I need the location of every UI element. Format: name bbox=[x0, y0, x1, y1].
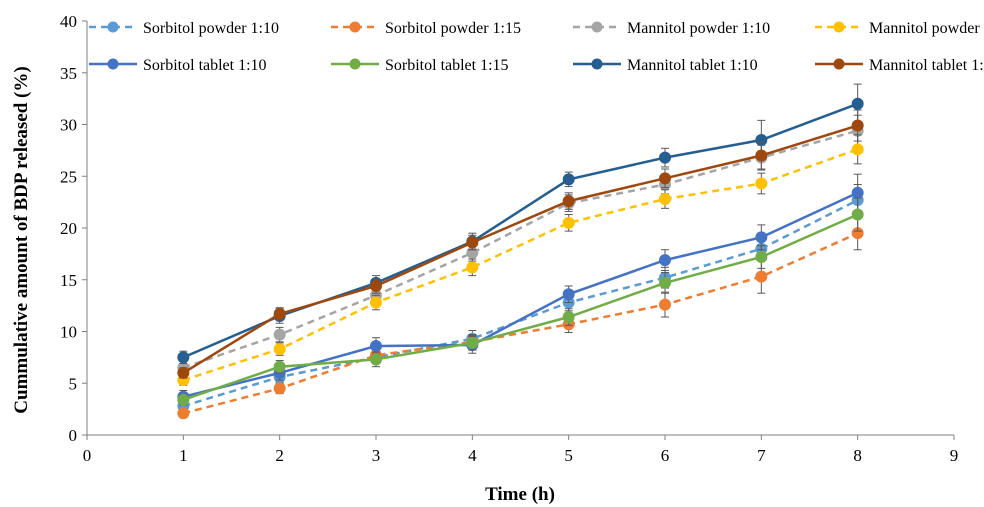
legend-marker bbox=[107, 58, 119, 70]
series-line bbox=[182, 124, 859, 374]
data-point bbox=[562, 173, 575, 186]
data-point bbox=[755, 177, 768, 190]
legend-label: Sorbitol tablet 1:15 bbox=[385, 57, 509, 74]
y-tick-label: 30 bbox=[60, 116, 77, 135]
legend-marker bbox=[591, 21, 603, 33]
data-point bbox=[755, 231, 768, 244]
data-point bbox=[562, 216, 575, 229]
data-point bbox=[851, 186, 864, 199]
data-point bbox=[851, 119, 864, 132]
data-point bbox=[755, 270, 768, 283]
data-point bbox=[659, 254, 671, 267]
legend-marker bbox=[591, 58, 603, 70]
legend-label: Mannitol tablet 1:15 bbox=[869, 57, 984, 74]
legend-label: Mannitol powder 1:15 bbox=[869, 20, 984, 37]
y-tick-label: 5 bbox=[69, 374, 78, 393]
data-point bbox=[755, 149, 768, 162]
data-point bbox=[562, 195, 575, 208]
data-point bbox=[273, 360, 286, 373]
legend-item-3: Mannitol powder 1:15 bbox=[815, 20, 984, 37]
legend-item-5: Sorbitol tablet 1:15 bbox=[331, 57, 509, 74]
legend-marker bbox=[349, 21, 361, 33]
legend-label: Sorbitol tablet 1:10 bbox=[143, 57, 267, 74]
y-tick-label: 0 bbox=[69, 426, 78, 445]
y-tick-label: 40 bbox=[60, 12, 77, 31]
data-point bbox=[370, 279, 382, 292]
series-5 bbox=[177, 197, 864, 406]
legend-item-2: Mannitol powder 1:10 bbox=[573, 20, 770, 37]
x-tick-label: 7 bbox=[757, 446, 766, 465]
data-point bbox=[273, 307, 286, 320]
legend-label: Mannitol tablet 1:10 bbox=[627, 57, 758, 74]
y-tick-label: 35 bbox=[60, 64, 77, 83]
data-point bbox=[177, 351, 190, 364]
data-point bbox=[273, 382, 286, 395]
data-point bbox=[370, 353, 382, 366]
x-tick-label: 6 bbox=[661, 446, 670, 465]
data-point bbox=[659, 298, 671, 311]
y-tick-label: 20 bbox=[60, 219, 77, 238]
legend-marker bbox=[833, 21, 845, 33]
y-tick-label: 10 bbox=[60, 323, 77, 342]
series-line bbox=[183, 191, 859, 398]
legend-item-6: Mannitol tablet 1:10 bbox=[573, 57, 758, 74]
data-point bbox=[659, 172, 671, 185]
data-point bbox=[851, 97, 864, 110]
series-7 bbox=[177, 109, 864, 379]
legend-marker bbox=[107, 21, 119, 33]
data-point bbox=[851, 208, 864, 221]
series-line bbox=[182, 213, 859, 401]
legend-marker bbox=[833, 58, 845, 70]
legend-item-0: Sorbitol powder 1:10 bbox=[89, 20, 279, 37]
y-tick-label: 15 bbox=[60, 271, 77, 290]
data-point bbox=[562, 288, 575, 301]
x-axis-title: Time (h) bbox=[485, 484, 555, 505]
legend-item-1: Sorbitol powder 1:15 bbox=[331, 20, 521, 37]
data-point bbox=[659, 193, 671, 206]
legend-label: Mannitol powder 1:10 bbox=[627, 20, 770, 37]
legend-item-7: Mannitol tablet 1:15 bbox=[815, 57, 984, 74]
series-line bbox=[182, 148, 859, 382]
legend-label: Sorbitol powder 1:15 bbox=[385, 20, 521, 37]
x-tick-label: 4 bbox=[468, 446, 477, 465]
x-tick-label: 0 bbox=[83, 446, 92, 465]
data-point bbox=[177, 366, 190, 379]
x-tick-label: 2 bbox=[275, 446, 284, 465]
data-point bbox=[466, 236, 479, 249]
data-point bbox=[177, 407, 190, 420]
x-tick-label: 3 bbox=[372, 446, 381, 465]
x-tick-label: 5 bbox=[564, 446, 573, 465]
legend-marker bbox=[349, 58, 361, 70]
series-3 bbox=[177, 134, 864, 387]
data-point bbox=[273, 343, 286, 356]
data-point bbox=[659, 151, 671, 164]
x-tick-label: 9 bbox=[950, 446, 959, 465]
x-tick-label: 8 bbox=[853, 446, 862, 465]
y-axis-title: Cummulative amount of BDP released (%) bbox=[11, 66, 32, 413]
series-line bbox=[182, 232, 859, 415]
y-tick-label: 25 bbox=[60, 167, 77, 186]
series-line bbox=[182, 129, 859, 369]
data-point bbox=[851, 143, 864, 156]
data-point bbox=[659, 276, 671, 289]
data-point bbox=[370, 296, 382, 309]
plot-area: 0 1 2 3 4 5 6 7 8 9 0 5 10 15 20 25 30 35 40 bbox=[60, 12, 958, 465]
data-point bbox=[466, 261, 479, 274]
data-point bbox=[562, 311, 575, 324]
data-point bbox=[177, 393, 190, 406]
data-point bbox=[370, 339, 382, 352]
data-point bbox=[273, 328, 286, 341]
data-point bbox=[755, 250, 768, 263]
data-point bbox=[466, 336, 479, 349]
legend: Sorbitol powder 1:10 Sorbitol powder 1:15… bbox=[89, 20, 984, 74]
legend-item-4: Sorbitol tablet 1:10 bbox=[89, 57, 267, 74]
x-tick-label: 1 bbox=[179, 446, 188, 465]
legend-label: Sorbitol powder 1:10 bbox=[143, 20, 279, 37]
